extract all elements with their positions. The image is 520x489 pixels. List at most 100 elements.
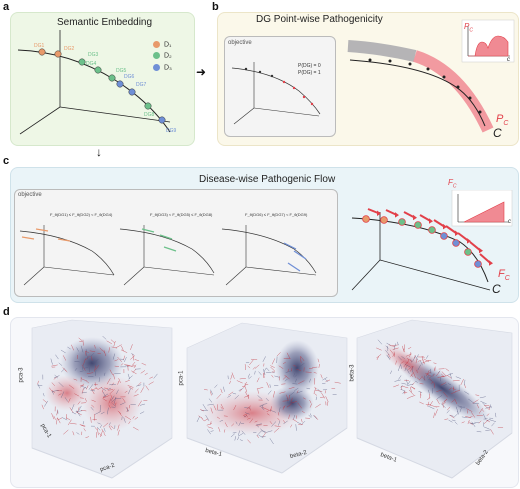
vector-arrow <box>290 424 293 428</box>
vector-arrow <box>127 373 130 379</box>
vector-arrow <box>427 389 430 394</box>
vector-arrow <box>441 371 447 377</box>
vector-arrow <box>455 390 460 392</box>
vector-arrow <box>131 370 137 375</box>
vector-arrow <box>203 389 208 391</box>
vector-arrow <box>447 383 452 386</box>
vector-arrow <box>377 339 383 345</box>
legend: D₁ D₂ D₃ <box>153 41 172 75</box>
vector-arrow <box>273 427 280 433</box>
vector-arrow <box>452 388 456 390</box>
plot-2 <box>186 322 348 474</box>
vector-arrow <box>97 428 99 436</box>
vector-arrow <box>321 392 325 399</box>
vector-arrow <box>419 377 422 380</box>
vector-arrow <box>315 390 323 392</box>
vector-arrow <box>117 429 120 436</box>
vector-arrow <box>103 372 106 376</box>
legend-dot-d3 <box>153 63 160 71</box>
vector-arrow <box>437 376 445 378</box>
pc-inset-axis-label: c <box>507 57 510 63</box>
vector-arrow <box>297 422 302 425</box>
flow-arrowhead <box>443 223 447 230</box>
vector-arrow <box>271 374 274 378</box>
vector-arrow <box>237 436 240 441</box>
vector-arrow <box>245 386 248 393</box>
embedding-curve <box>17 49 171 133</box>
vector-arrow <box>406 368 410 374</box>
vector-arrow <box>282 406 285 410</box>
vector-arrow <box>248 376 252 380</box>
flow-arrowhead <box>377 210 381 216</box>
vector-arrow <box>60 349 66 354</box>
vector-arrow <box>101 349 105 353</box>
vector-arrow <box>224 422 228 428</box>
vector-arrow <box>213 405 217 411</box>
vector-arrow <box>317 358 320 363</box>
vector-arrow <box>133 364 137 369</box>
vector-arrow <box>486 413 490 416</box>
vector-arrow <box>286 352 291 360</box>
vector-arrow <box>282 362 286 364</box>
vector-arrow <box>132 353 135 361</box>
vector-arrow <box>277 417 280 421</box>
plot3-axis-v: beta-3 <box>349 364 356 382</box>
flow-node <box>428 226 436 234</box>
vector-arrow <box>472 399 479 404</box>
vector-arrow <box>313 372 317 374</box>
vector-arrow <box>252 366 256 370</box>
vector-arrow <box>400 388 405 392</box>
vector-arrow <box>106 340 113 345</box>
vector-arrow <box>453 412 459 418</box>
vector-arrow <box>107 387 112 390</box>
vector-arrow <box>207 429 211 435</box>
vector-arrow <box>402 348 405 352</box>
vector-arrow <box>58 393 62 396</box>
vector-arrow <box>74 393 80 397</box>
vector-arrow <box>107 407 109 415</box>
vector-arrow <box>278 420 281 426</box>
vector-arrow <box>479 396 486 399</box>
embedding-node-label: DG6 <box>124 74 135 80</box>
curve-point <box>468 96 472 100</box>
vector-arrow <box>295 424 297 431</box>
vector-arrow <box>128 386 134 390</box>
legend-dot-d2 <box>153 52 160 60</box>
flow-arrowhead <box>413 214 417 221</box>
vector-arrow <box>283 420 286 424</box>
vector-arrow <box>210 389 214 395</box>
vector-arrow <box>442 401 446 405</box>
vector-arrow <box>110 425 114 429</box>
vector-arrow <box>100 411 105 415</box>
vector-arrow <box>139 403 146 406</box>
ineq-d1: F_θ(DG1) ≤ F_θ(DG2) < F_θ(DG4) <box>50 212 113 217</box>
vector-arrow <box>109 383 116 386</box>
vector-arrow <box>153 373 158 379</box>
vector-arrow <box>134 388 139 393</box>
flow-arrowhead <box>467 238 471 244</box>
vector-arrow <box>443 391 448 398</box>
vector-arrow <box>109 389 115 395</box>
vector-arrow <box>210 407 213 414</box>
vector-arrow <box>208 398 213 403</box>
vector-arrow <box>98 377 100 382</box>
vector-arrow <box>102 395 110 399</box>
vector-arrow <box>80 424 86 427</box>
vector-arrow <box>401 385 409 389</box>
vector-arrow <box>418 360 422 362</box>
vector-arrow <box>263 368 266 376</box>
vector-arrow <box>241 430 246 435</box>
vector-arrow <box>278 407 281 413</box>
flow-arrowhead <box>489 260 493 266</box>
vector-arrow <box>286 394 289 401</box>
vector-arrow <box>270 365 275 368</box>
panel-b-objective-box <box>224 36 336 137</box>
vector-arrow <box>491 422 495 427</box>
vector-arrow <box>108 347 110 353</box>
vector-arrow <box>481 409 485 412</box>
vector-arrow <box>430 381 434 384</box>
vector-arrow <box>429 400 433 406</box>
vector-arrow <box>410 386 412 393</box>
vector-arrow <box>76 347 79 352</box>
vector-arrow <box>83 358 86 365</box>
